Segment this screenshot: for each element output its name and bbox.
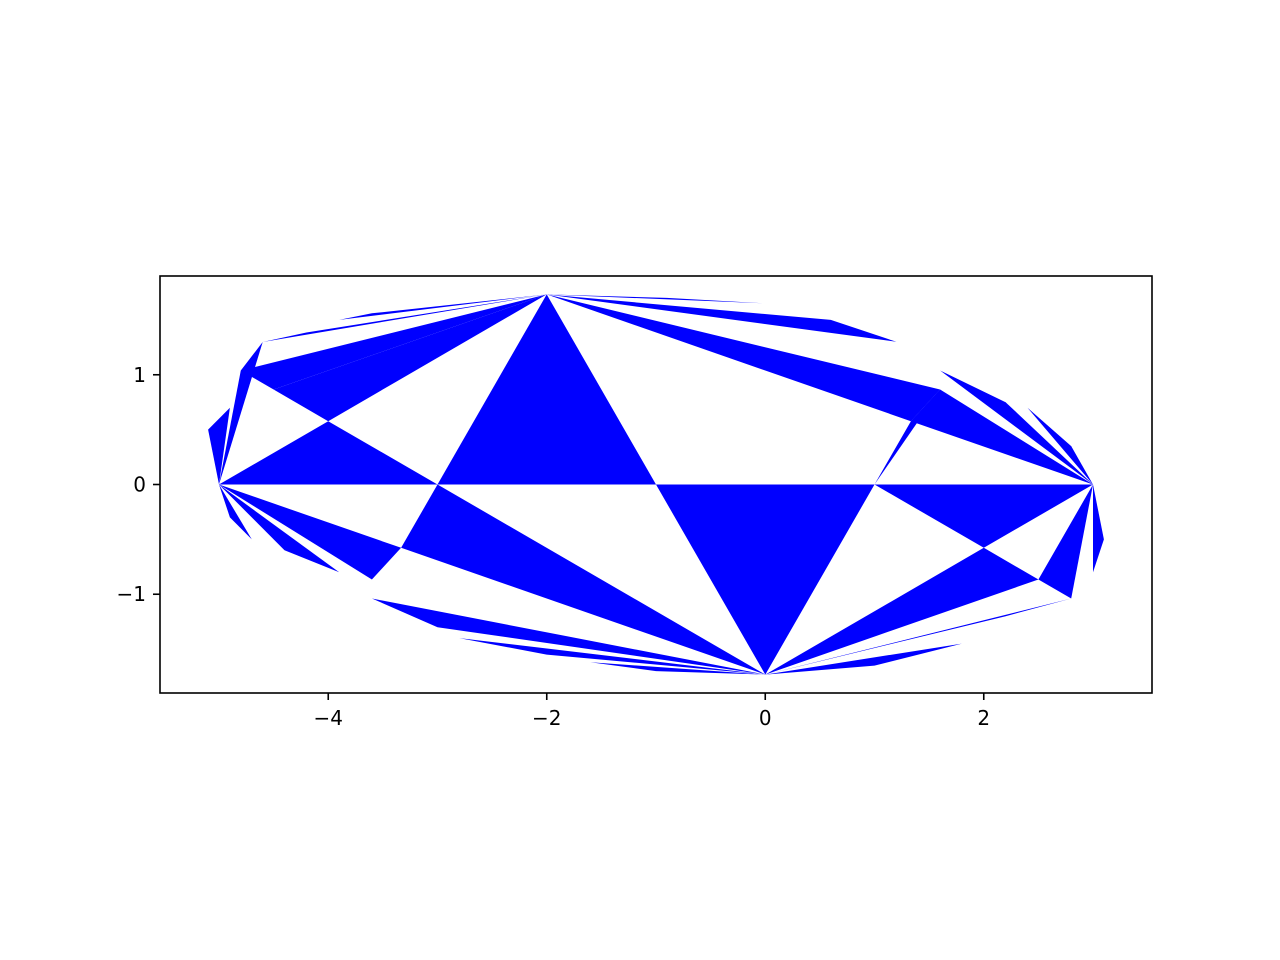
triangle-15 bbox=[371, 598, 766, 675]
triangle-7 bbox=[240, 294, 547, 390]
triangle-2 bbox=[219, 421, 438, 485]
triangle-14 bbox=[219, 484, 252, 540]
y-tick-label: −1 bbox=[117, 582, 146, 606]
triangle-11 bbox=[208, 407, 230, 485]
triangle-8 bbox=[262, 294, 547, 342]
triangle-16 bbox=[459, 638, 766, 675]
triangle-9 bbox=[339, 294, 547, 320]
triangle-25 bbox=[765, 598, 1072, 675]
triangle-4 bbox=[874, 484, 1093, 548]
y-tick-label: 1 bbox=[133, 363, 146, 387]
triangle-6 bbox=[273, 294, 547, 422]
triangle-3 bbox=[401, 484, 766, 675]
triangle-18 bbox=[546, 294, 941, 422]
x-tick-label: −2 bbox=[532, 706, 561, 730]
triangle-20 bbox=[546, 294, 766, 304]
triangle-26 bbox=[765, 643, 962, 675]
triangle-21 bbox=[910, 389, 1093, 485]
x-tick-label: 2 bbox=[977, 706, 990, 730]
triangle-23 bbox=[1027, 407, 1093, 485]
triangle-19 bbox=[546, 294, 897, 342]
triangle-17 bbox=[590, 662, 766, 675]
x-tick-label: −4 bbox=[314, 706, 343, 730]
triangle-28 bbox=[1093, 484, 1104, 573]
triangle-12 bbox=[219, 484, 402, 580]
triangle-22 bbox=[940, 370, 1093, 485]
y-tick-label: 0 bbox=[133, 473, 146, 497]
triangle-13 bbox=[219, 484, 340, 573]
triangle-10 bbox=[219, 342, 263, 485]
triangle-27 bbox=[1038, 484, 1093, 599]
triangle-fill-series bbox=[208, 294, 1104, 675]
triangle-1 bbox=[656, 484, 875, 675]
triangle-24 bbox=[765, 547, 1039, 675]
y-axis: 1 0 −1 bbox=[117, 363, 160, 606]
plot-area bbox=[159, 275, 1153, 694]
triangle-0 bbox=[437, 294, 656, 485]
x-axis: −4 −2 0 2 bbox=[314, 693, 990, 730]
x-tick-label: 0 bbox=[759, 706, 772, 730]
